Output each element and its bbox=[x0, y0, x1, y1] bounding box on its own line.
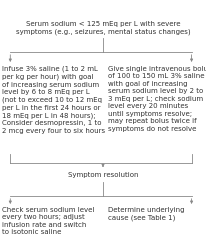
Text: Check serum sodium level
every two hours; adjust
infusion rate and switch
to iso: Check serum sodium level every two hours… bbox=[2, 207, 94, 235]
Text: Serum sodium < 125 mEq per L with severe
symptoms (e.g., seizures, mental status: Serum sodium < 125 mEq per L with severe… bbox=[16, 21, 190, 35]
Text: Give single intravenous bolus
of 100 to 150 mL 3% saline
with goal of increasing: Give single intravenous bolus of 100 to … bbox=[108, 66, 206, 132]
Text: Infuse 3% saline (1 to 2 mL
per kg per hour) with goal
of increasing serum sodiu: Infuse 3% saline (1 to 2 mL per kg per h… bbox=[2, 66, 105, 134]
Text: Determine underlying
cause (see Table 1): Determine underlying cause (see Table 1) bbox=[108, 207, 184, 221]
Text: Symptom resolution: Symptom resolution bbox=[68, 172, 138, 178]
